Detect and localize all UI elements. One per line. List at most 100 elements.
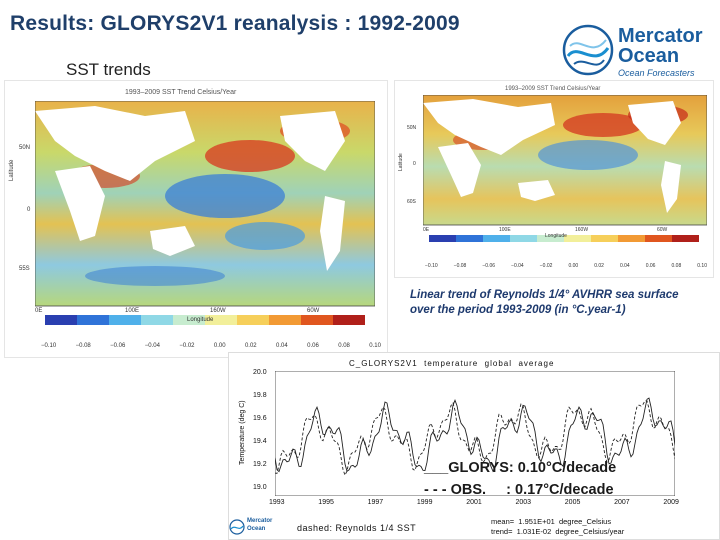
left-colorbar-swatch xyxy=(205,315,237,325)
left-map-plot xyxy=(35,101,375,325)
right-map-xlabel: Longitude xyxy=(545,233,567,239)
small-logo-word-1: Mercator xyxy=(247,518,273,524)
right-colorbar-tick: −0.06 xyxy=(482,263,496,269)
left-cool-anomaly xyxy=(165,174,285,218)
timeseries-x-tick: 1993 xyxy=(269,499,285,506)
right-sst-trend-map: 1993–2009 SST Trend Celsius/Year xyxy=(394,80,714,278)
right-colorbar-swatch xyxy=(483,235,510,242)
timeseries-y-tick: 19.0 xyxy=(253,484,267,491)
right-land-eurasia xyxy=(423,99,555,155)
right-map-plot xyxy=(423,95,707,242)
right-colorbar-swatch xyxy=(456,235,483,242)
left-warm-anomaly xyxy=(205,140,295,172)
timeseries-title: C_GLORYS2V1 temperature global average xyxy=(349,359,555,368)
right-colorbar-tick: 0.06 xyxy=(645,263,656,269)
timeseries-y-tick: 20.0 xyxy=(253,369,267,376)
left-lon-tick: 60W xyxy=(307,308,320,314)
left-colorbar-swatch xyxy=(45,315,77,325)
left-colorbar-tick: 0.08 xyxy=(338,343,350,349)
right-colorbar-tick: −0.04 xyxy=(511,263,524,269)
logo-word-2: Ocean xyxy=(618,45,680,67)
right-colorbar-tick: 0.10 xyxy=(697,263,707,269)
timeseries-x-tick: 2001 xyxy=(466,499,482,506)
slide-subtitle: SST trends xyxy=(66,60,151,79)
left-map-xlabel: Longitude xyxy=(187,317,214,323)
right-colorbar-tick: −0.08 xyxy=(453,263,467,269)
left-colorbar-swatch xyxy=(141,315,173,325)
right-colorbar-tick: 0.00 xyxy=(568,263,579,269)
small-mercator-logo: Mercator Ocean xyxy=(229,517,272,537)
right-colorbar-tick: −0.02 xyxy=(539,263,553,269)
right-lon-tick: 60W xyxy=(657,227,668,233)
left-colorbar-tick: −0.10 xyxy=(41,343,57,349)
left-land-eurasia xyxy=(35,106,195,181)
right-map-title: 1993–2009 SST Trend Celsius/Year xyxy=(505,86,601,92)
logo-word-1: Mercator xyxy=(618,25,703,47)
right-land-north-america xyxy=(628,101,681,145)
timeseries-y-ticks: 20.0 19.8 19.6 19.4 19.2 19.0 xyxy=(253,369,267,491)
timeseries-footer-left: dashed: Reynolds 1/4 SST xyxy=(297,523,417,533)
left-cool-anomaly xyxy=(85,266,225,286)
left-colorbar-swatch xyxy=(109,315,141,325)
timeseries-x-tick: 1997 xyxy=(367,499,384,506)
timeseries-x-ticks: 1993 1995 1997 1999 2001 2003 2005 2007 … xyxy=(269,499,679,506)
left-lon-tick: 100E xyxy=(125,308,140,314)
timeseries-x-tick: 2009 xyxy=(663,499,679,506)
right-colorbar-labels: −0.10 −0.08 −0.06 −0.04 −0.02 0.00 0.02 … xyxy=(425,263,707,269)
left-colorbar-swatch xyxy=(301,315,333,325)
small-logo-word-2: Ocean xyxy=(247,526,266,532)
timeseries-plot xyxy=(275,371,675,496)
logo-tagline: Ocean Forecasters xyxy=(618,68,695,78)
right-colorbar-swatch xyxy=(564,235,591,242)
mercator-ocean-logo: Mercator Ocean Ocean Forecasters xyxy=(560,20,710,82)
right-colorbar-tick: 0.08 xyxy=(671,263,682,269)
right-lon-tick: 160W xyxy=(575,227,589,233)
timeseries-panel: C_GLORYS2V1 temperature global average T… xyxy=(228,352,720,540)
right-colorbar-tick: 0.02 xyxy=(594,263,604,269)
left-colorbar-swatch xyxy=(173,315,205,325)
left-map-ylabel: Latitude xyxy=(9,159,15,181)
legend-obs: - - - OBS. : 0.17°C/decade xyxy=(424,482,614,498)
left-cool-anomaly xyxy=(225,222,305,250)
timeseries-y-tick: 19.4 xyxy=(253,438,267,445)
left-lat-tick: 55S xyxy=(19,266,30,272)
left-lon-tick: 0E xyxy=(35,308,43,314)
left-colorbar-tick: −0.08 xyxy=(75,343,91,349)
left-colorbar-tick: −0.02 xyxy=(179,343,195,349)
right-cool-anomaly xyxy=(538,140,638,170)
right-colorbar-tick: −0.10 xyxy=(425,263,438,269)
timeseries-x-tick: 2007 xyxy=(614,499,630,506)
legend-glorys: ___GLORYS: 0.10°C/decade xyxy=(424,460,617,476)
left-map-title: 1993–2009 SST Trend Celsius/Year xyxy=(125,89,237,96)
right-colorbar-swatch xyxy=(510,235,537,242)
left-colorbar-tick: 0.10 xyxy=(369,343,381,349)
left-land-north-america xyxy=(280,111,345,171)
left-colorbar-swatch xyxy=(333,315,365,325)
slide-title: Results: GLORYS2V1 reanalysis : 1992-200… xyxy=(10,12,460,35)
right-colorbar-swatch xyxy=(645,235,672,242)
left-sst-trend-map: 1993–2009 SST Trend Celsius/Year xyxy=(4,80,388,358)
left-colorbar-tick: 0.02 xyxy=(244,343,257,349)
left-land-australia xyxy=(150,226,195,256)
timeseries-mean: mean= 1.951E+01 degree_Celsius xyxy=(491,517,612,526)
right-colorbar-swatch xyxy=(591,235,618,242)
obs-series-line xyxy=(275,400,675,477)
left-land-africa xyxy=(55,166,105,241)
glorys-series-line xyxy=(275,397,675,473)
left-colorbar-tick: 0.00 xyxy=(213,343,226,349)
right-land-africa xyxy=(438,143,481,197)
right-colorbar-tick: 0.04 xyxy=(619,263,630,269)
left-colorbar-tick: −0.06 xyxy=(110,343,126,349)
right-lat-tick: 60S xyxy=(407,199,416,205)
left-colorbar-swatch xyxy=(77,315,109,325)
timeseries-x-tick: 2003 xyxy=(515,499,532,506)
right-lat-tick: 0 xyxy=(413,161,416,167)
right-map-ylabel: Latitude xyxy=(398,153,404,171)
left-lon-tick: 160W xyxy=(210,308,226,314)
timeseries-x-tick: 1995 xyxy=(318,499,334,506)
left-colorbar-tick: 0.04 xyxy=(276,343,288,349)
left-colorbar-labels: −0.10 −0.08 −0.06 −0.04 −0.02 0.00 0.02 … xyxy=(41,343,381,349)
left-colorbar-swatch xyxy=(237,315,269,325)
right-land-australia xyxy=(518,180,555,201)
right-lat-tick: 50N xyxy=(407,125,417,131)
